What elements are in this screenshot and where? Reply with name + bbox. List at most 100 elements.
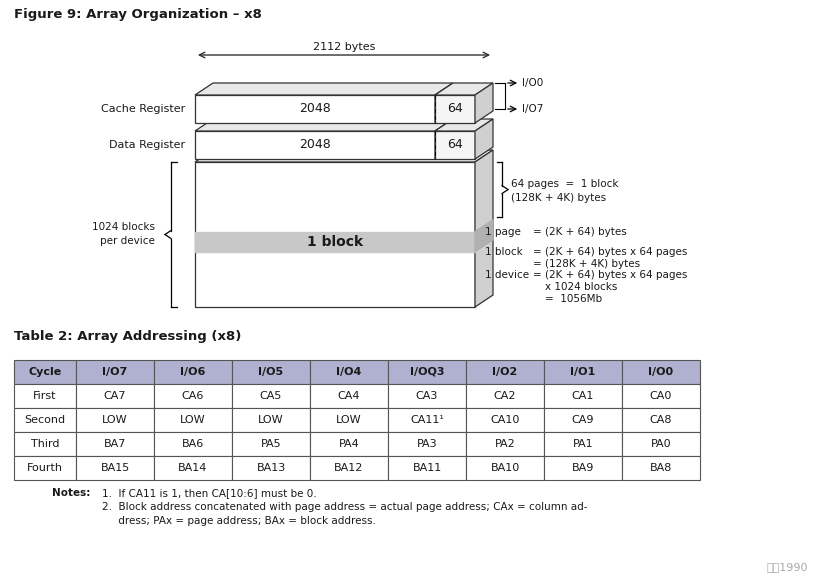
FancyBboxPatch shape (76, 360, 154, 384)
Text: Notes:: Notes: (52, 488, 90, 498)
Text: I/O0: I/O0 (648, 367, 674, 377)
Text: 阿宝1990: 阿宝1990 (766, 562, 808, 572)
FancyBboxPatch shape (76, 384, 154, 408)
Polygon shape (475, 150, 493, 307)
Text: (2K + 64) bytes: (2K + 64) bytes (545, 226, 627, 237)
Text: 2.  Block address concatenated with page address = actual page address; CAx = co: 2. Block address concatenated with page … (102, 502, 588, 512)
Text: PA5: PA5 (261, 439, 281, 449)
Text: 1 block: 1 block (307, 235, 363, 249)
Text: 1.  If CA11 is 1, then CA[10:6] must be 0.: 1. If CA11 is 1, then CA[10:6] must be 0… (102, 488, 316, 498)
FancyBboxPatch shape (14, 432, 76, 456)
FancyBboxPatch shape (232, 456, 310, 480)
FancyBboxPatch shape (76, 432, 154, 456)
Text: Cycle: Cycle (28, 367, 61, 377)
Text: PA0: PA0 (651, 439, 671, 449)
FancyBboxPatch shape (388, 384, 466, 408)
Polygon shape (435, 131, 475, 159)
FancyBboxPatch shape (310, 432, 388, 456)
FancyBboxPatch shape (232, 408, 310, 432)
Text: PA3: PA3 (417, 439, 437, 449)
Text: I/O0: I/O0 (522, 78, 544, 88)
FancyBboxPatch shape (310, 456, 388, 480)
Polygon shape (475, 220, 493, 252)
Polygon shape (435, 83, 453, 123)
Text: LOW: LOW (258, 415, 284, 425)
Text: I/O2: I/O2 (492, 367, 518, 377)
Text: I/O5: I/O5 (258, 367, 284, 377)
FancyBboxPatch shape (310, 384, 388, 408)
FancyBboxPatch shape (310, 360, 388, 384)
Polygon shape (435, 119, 493, 131)
Text: 1 page: 1 page (485, 226, 521, 237)
Text: Second: Second (24, 415, 66, 425)
Text: CA8: CA8 (650, 415, 672, 425)
Text: Figure 9: Array Organization – x8: Figure 9: Array Organization – x8 (14, 8, 262, 21)
FancyBboxPatch shape (14, 360, 76, 384)
FancyBboxPatch shape (14, 408, 76, 432)
Text: (128K + 4K) bytes: (128K + 4K) bytes (511, 193, 606, 203)
Polygon shape (195, 131, 435, 159)
Text: I/O7: I/O7 (102, 367, 128, 377)
FancyBboxPatch shape (232, 432, 310, 456)
Text: LOW: LOW (102, 415, 128, 425)
FancyBboxPatch shape (622, 432, 700, 456)
FancyBboxPatch shape (388, 432, 466, 456)
FancyBboxPatch shape (14, 384, 76, 408)
FancyBboxPatch shape (232, 360, 310, 384)
FancyBboxPatch shape (310, 408, 388, 432)
FancyBboxPatch shape (14, 456, 76, 480)
Text: Cache Register: Cache Register (100, 104, 185, 114)
FancyBboxPatch shape (154, 360, 232, 384)
FancyBboxPatch shape (154, 432, 232, 456)
Text: First: First (33, 391, 56, 401)
Text: CA5: CA5 (260, 391, 282, 401)
Text: LOW: LOW (336, 415, 362, 425)
FancyBboxPatch shape (544, 384, 622, 408)
FancyBboxPatch shape (232, 384, 310, 408)
Text: dress; PAx = page address; BAx = block address.: dress; PAx = page address; BAx = block a… (102, 516, 376, 526)
FancyBboxPatch shape (622, 360, 700, 384)
Text: LOW: LOW (180, 415, 206, 425)
Text: BA10: BA10 (491, 463, 520, 473)
Text: CA11¹: CA11¹ (410, 415, 444, 425)
Text: BA15: BA15 (100, 463, 129, 473)
Text: Table 2: Array Addressing (x8): Table 2: Array Addressing (x8) (14, 330, 242, 343)
Polygon shape (435, 83, 493, 95)
FancyBboxPatch shape (466, 456, 544, 480)
Text: CA0: CA0 (650, 391, 672, 401)
Text: CA3: CA3 (416, 391, 438, 401)
Text: BA6: BA6 (182, 439, 204, 449)
Text: =: = (533, 270, 542, 280)
Text: PA1: PA1 (573, 439, 593, 449)
FancyBboxPatch shape (388, 360, 466, 384)
Text: (128K + 4K) bytes: (128K + 4K) bytes (545, 259, 640, 269)
Text: BA11: BA11 (413, 463, 442, 473)
Text: PA4: PA4 (339, 439, 359, 449)
Text: 2048: 2048 (299, 102, 331, 115)
Text: =  1056Mb: = 1056Mb (545, 294, 602, 304)
Text: CA10: CA10 (491, 415, 520, 425)
FancyBboxPatch shape (544, 432, 622, 456)
FancyBboxPatch shape (622, 384, 700, 408)
Polygon shape (475, 119, 493, 159)
FancyBboxPatch shape (622, 408, 700, 432)
Text: CA1: CA1 (572, 391, 594, 401)
Text: =: = (533, 259, 542, 269)
Text: =: = (533, 226, 542, 237)
FancyBboxPatch shape (76, 408, 154, 432)
Text: (2K + 64) bytes x 64 pages: (2K + 64) bytes x 64 pages (545, 270, 687, 280)
Polygon shape (435, 119, 453, 159)
Text: 1 device: 1 device (485, 270, 530, 280)
FancyBboxPatch shape (388, 456, 466, 480)
Polygon shape (195, 162, 475, 307)
Text: I/O6: I/O6 (180, 367, 206, 377)
FancyBboxPatch shape (544, 456, 622, 480)
Text: I/O4: I/O4 (336, 367, 362, 377)
FancyBboxPatch shape (466, 408, 544, 432)
Text: BA7: BA7 (104, 439, 126, 449)
Text: CA6: CA6 (182, 391, 204, 401)
Text: Fourth: Fourth (27, 463, 63, 473)
Text: BA12: BA12 (334, 463, 364, 473)
Polygon shape (435, 95, 475, 123)
Text: (2K + 64) bytes x 64 pages: (2K + 64) bytes x 64 pages (545, 247, 687, 257)
